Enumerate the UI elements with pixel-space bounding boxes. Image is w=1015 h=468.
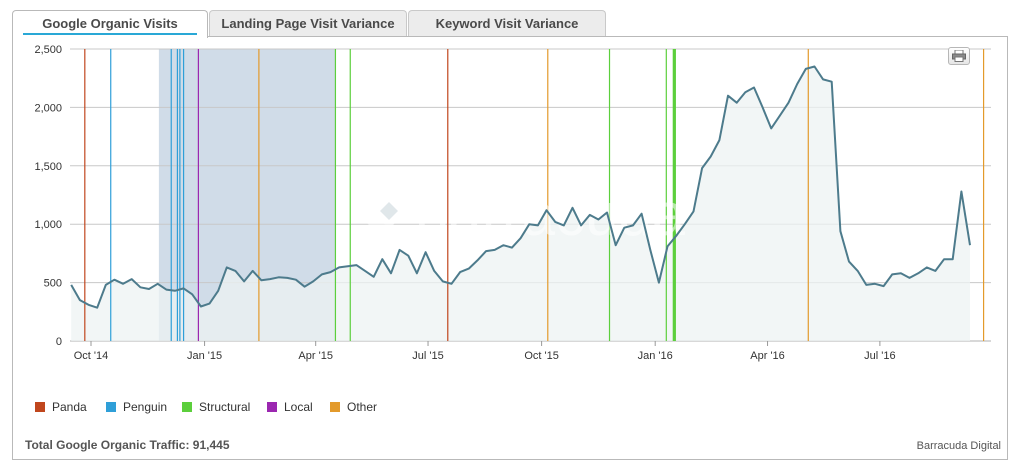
watermark: barracuda (367, 181, 686, 248)
x-tick-label: Jul '16 (864, 350, 895, 362)
panda-swatch (35, 402, 45, 412)
legend-label-panda: Panda (52, 400, 87, 414)
legend-item-other[interactable]: Other (330, 400, 377, 414)
chart-panel: barracuda 0 500 1,000 1,500 2,000 2,500 Oct '1… (12, 36, 1008, 460)
visits-chart: barracuda 0 500 1,000 1,500 2,000 2,500 Oct '1… (34, 44, 991, 362)
y-tick-label: 2,500 (34, 44, 62, 56)
legend-label-local: Local (284, 400, 313, 414)
x-tick-label: Jul '15 (412, 350, 443, 362)
y-tick-label: 1,500 (34, 161, 62, 173)
legend-item-structural[interactable]: Structural (182, 400, 250, 414)
y-tick-label: 500 (44, 278, 62, 290)
legend-label-other: Other (347, 400, 378, 414)
watermark-logo (367, 193, 407, 237)
x-tick-label: Oct '15 (524, 350, 559, 362)
x-tick-label: Apr '16 (750, 350, 785, 362)
print-button[interactable] (948, 47, 970, 65)
x-tick-label: Jan '16 (638, 350, 673, 362)
other-swatch (330, 402, 340, 412)
tab-landing-page-visit-variance[interactable]: Landing Page Visit Variance (209, 10, 407, 36)
legend-item-local[interactable]: Local (267, 400, 313, 414)
y-tick-label: 2,000 (34, 102, 62, 114)
brand-credit: Barracuda Digital (916, 440, 1001, 452)
legend-label-structural: Structural (199, 400, 251, 414)
total-traffic-label: Total Google Organic Traffic: 91,445 (25, 438, 230, 452)
x-tick-label: Oct '14 (74, 350, 109, 362)
structural-swatch (182, 402, 192, 412)
tab-google-organic-visits[interactable]: Google Organic Visits (12, 10, 208, 38)
y-tick-label: 0 (56, 336, 62, 348)
y-tick-label: 1,000 (34, 219, 62, 231)
penguin-swatch (106, 402, 116, 412)
x-tick-label: Jan '15 (187, 350, 222, 362)
printer-icon (952, 50, 966, 62)
tab-keyword-visit-variance[interactable]: Keyword Visit Variance (408, 10, 606, 36)
visits-area (71, 66, 970, 341)
visits-line (70, 65, 971, 309)
x-tick-label: Apr '15 (298, 350, 333, 362)
legend-item-penguin[interactable]: Penguin (106, 400, 167, 414)
legend-item-panda[interactable]: Panda (35, 400, 87, 414)
legend-label-penguin: Penguin (123, 400, 168, 414)
local-swatch (267, 402, 277, 412)
